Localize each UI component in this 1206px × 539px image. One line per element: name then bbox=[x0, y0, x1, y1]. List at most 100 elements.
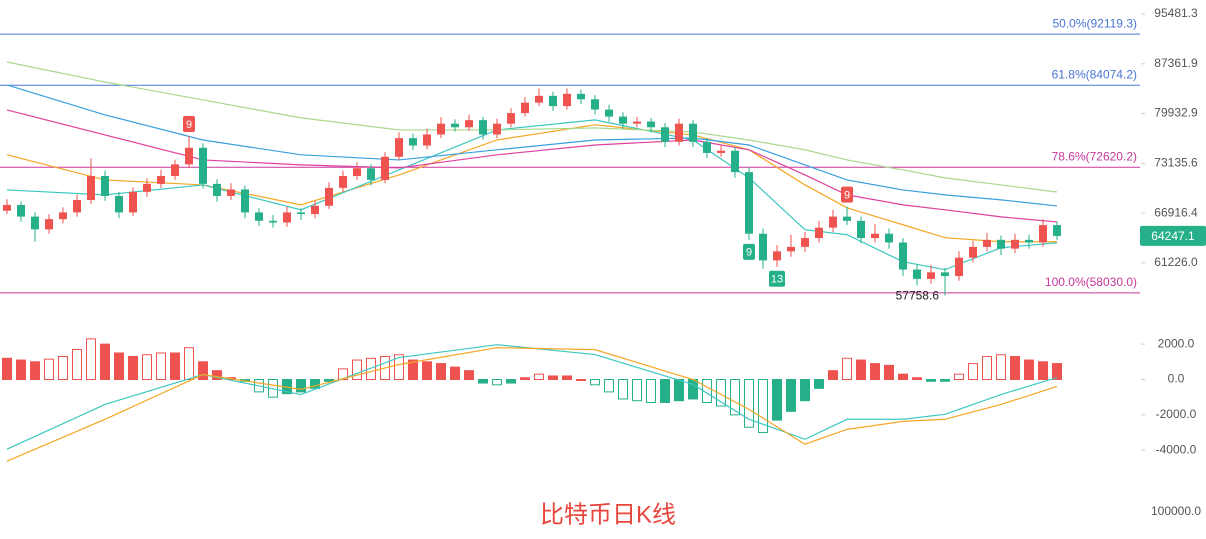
macd-bar bbox=[324, 379, 334, 382]
candle-body bbox=[339, 176, 347, 188]
candle-body bbox=[381, 156, 389, 180]
macd-bar bbox=[898, 373, 908, 381]
macd-bar bbox=[352, 359, 362, 381]
candle-body bbox=[773, 251, 781, 261]
y-tick-label: 73135.6 bbox=[1154, 156, 1198, 170]
candle-body bbox=[395, 138, 403, 157]
candle-body bbox=[269, 220, 277, 223]
candle-body bbox=[451, 123, 459, 128]
candle-body bbox=[661, 127, 669, 142]
macd-bar bbox=[800, 379, 810, 402]
y-tick-label: 66916.4 bbox=[1154, 205, 1198, 219]
macd-bar bbox=[660, 379, 670, 403]
last-price-label: 64247.1 bbox=[1151, 229, 1195, 243]
candle-body bbox=[563, 93, 571, 107]
macd-bar bbox=[842, 357, 852, 381]
candle-body bbox=[1039, 225, 1047, 243]
macd-bar bbox=[996, 354, 1006, 381]
candle-body bbox=[423, 134, 431, 146]
macd-bar bbox=[576, 379, 586, 382]
last-price-tag bbox=[1140, 225, 1206, 246]
candle-body bbox=[703, 141, 711, 153]
macd-bar bbox=[786, 379, 796, 412]
low-annotation: 57758.6 bbox=[896, 289, 940, 303]
macd-bar bbox=[450, 366, 460, 381]
candle-body bbox=[101, 176, 109, 196]
candle-body bbox=[171, 164, 179, 177]
candle-body bbox=[717, 150, 725, 153]
y-tick-label: 95481.3 bbox=[1154, 6, 1198, 20]
macd-line bbox=[6, 347, 1058, 462]
td-marker-label: 9 bbox=[844, 189, 850, 201]
candle-body bbox=[535, 95, 543, 103]
td-marker bbox=[769, 270, 785, 287]
candle-body bbox=[325, 187, 333, 206]
macd-bar bbox=[142, 354, 152, 381]
candle-body bbox=[283, 212, 291, 223]
macd-bar bbox=[114, 352, 124, 381]
macd-bar bbox=[632, 379, 642, 402]
candle-body bbox=[297, 212, 305, 215]
candle-body bbox=[507, 113, 515, 124]
candle-body bbox=[605, 109, 613, 117]
candle-body bbox=[885, 233, 893, 243]
macd-line bbox=[6, 344, 1058, 450]
macd-bar bbox=[618, 379, 628, 400]
td-marker bbox=[183, 115, 195, 132]
macd-bar bbox=[310, 379, 320, 389]
candle-body bbox=[241, 189, 249, 213]
macd-bar bbox=[394, 354, 404, 381]
y-tick-label: -2000.0 bbox=[1156, 407, 1197, 421]
candle-body bbox=[1011, 239, 1019, 249]
candle-body bbox=[17, 204, 25, 217]
macd-bar bbox=[436, 363, 446, 381]
macd-bar bbox=[1038, 361, 1048, 381]
chart-title: 比特币日K线 bbox=[540, 501, 676, 528]
candle-body bbox=[619, 116, 627, 124]
candle-body bbox=[997, 239, 1005, 249]
macd-bar bbox=[968, 363, 978, 381]
macd-bar bbox=[296, 379, 306, 393]
candle-body bbox=[465, 120, 473, 128]
macd-bar bbox=[184, 347, 194, 381]
candle-body bbox=[731, 150, 739, 173]
macd-bar bbox=[674, 379, 684, 402]
macd-bar bbox=[534, 373, 544, 381]
td-marker-label: 13 bbox=[771, 274, 783, 286]
macd-bar bbox=[1052, 363, 1062, 381]
macd-bar bbox=[156, 352, 166, 381]
candle-body bbox=[1053, 225, 1061, 236]
candle-body bbox=[367, 168, 375, 180]
candle-body bbox=[1025, 239, 1033, 243]
candle-body bbox=[843, 216, 851, 221]
td-marker bbox=[743, 243, 755, 260]
macd-bar bbox=[338, 368, 348, 381]
macd-bar bbox=[212, 370, 222, 381]
macd-bar bbox=[646, 379, 656, 403]
macd-bar bbox=[730, 379, 740, 416]
candle-body bbox=[3, 204, 11, 211]
y-tick-label: 79932.9 bbox=[1154, 106, 1198, 120]
candle-body bbox=[969, 246, 977, 258]
macd-bar bbox=[30, 361, 40, 381]
candle-body bbox=[199, 147, 207, 184]
macd-bar bbox=[2, 357, 12, 381]
y-tick-label: 61226.0 bbox=[1154, 255, 1198, 269]
fib-label: 61.8%(84074.2) bbox=[1052, 67, 1137, 81]
candle-body bbox=[129, 191, 137, 213]
candle-body bbox=[213, 183, 221, 196]
fib-label: 78.6%(72620.2) bbox=[1052, 149, 1137, 163]
candle-body bbox=[689, 123, 697, 142]
td-marker bbox=[841, 186, 853, 203]
candle-body bbox=[871, 233, 879, 239]
candle-body bbox=[493, 123, 501, 135]
fib-label: 100.0%(58030.0) bbox=[1045, 275, 1137, 289]
macd-bar bbox=[72, 348, 82, 381]
candle-body bbox=[647, 121, 655, 128]
macd-bar bbox=[86, 338, 96, 381]
candle-body bbox=[521, 102, 529, 114]
macd-bar bbox=[16, 359, 26, 381]
candle-body bbox=[31, 216, 39, 230]
